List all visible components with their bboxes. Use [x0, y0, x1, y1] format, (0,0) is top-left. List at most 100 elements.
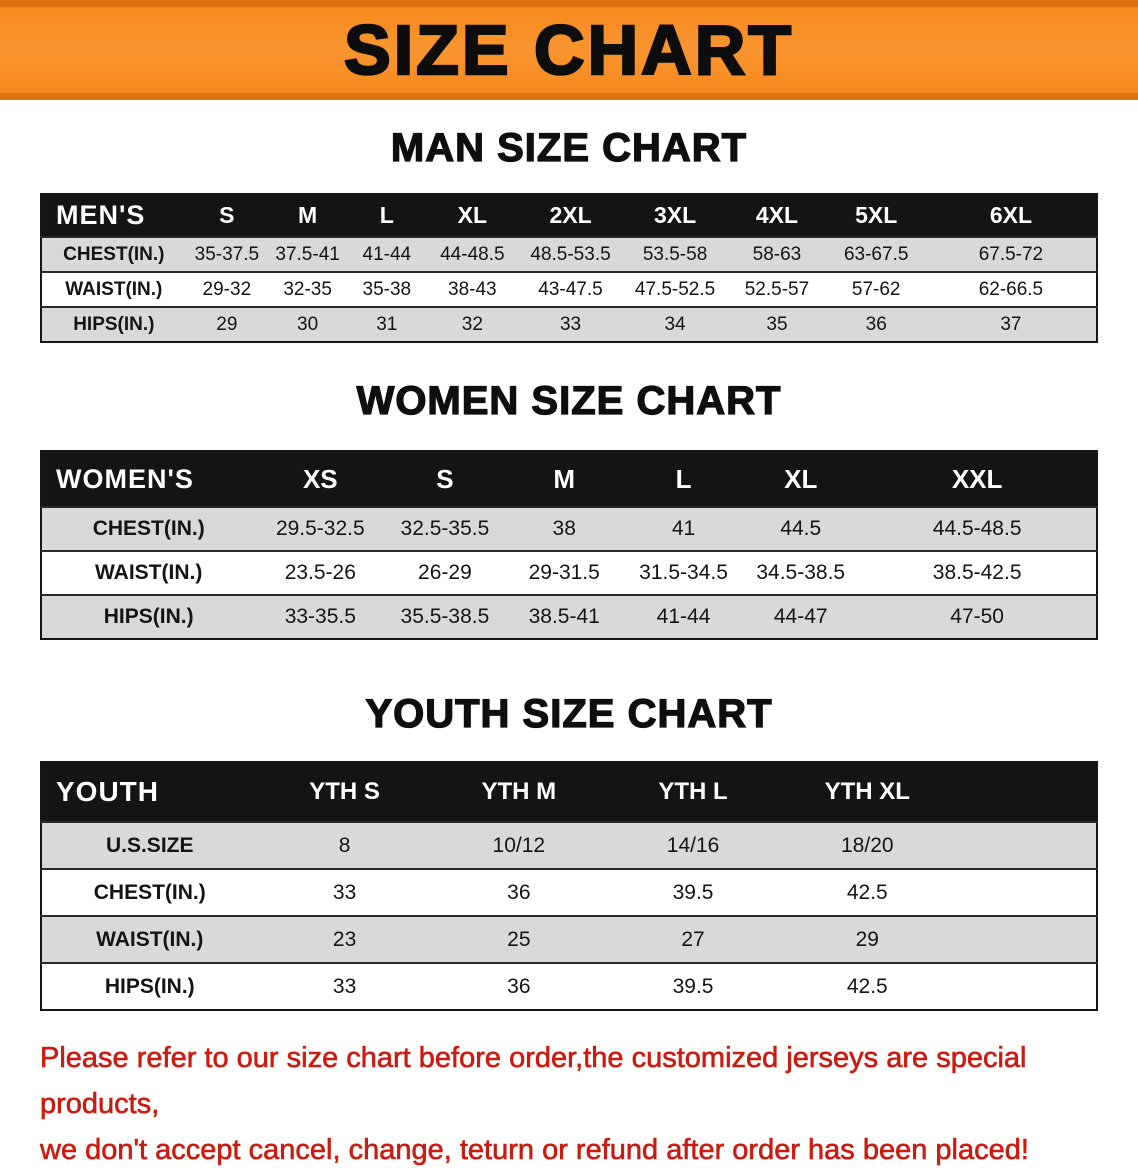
value-cell: 33 [518, 307, 623, 342]
value-cell: 47-50 [858, 595, 1097, 639]
table-title-cell: WOMEN'S [41, 451, 256, 507]
value-cell: 37.5-41 [268, 237, 348, 272]
value-cell: 38-43 [426, 272, 519, 307]
value-cell: 48.5-53.5 [518, 237, 623, 272]
value-cell: 67.5-72 [925, 237, 1097, 272]
value-cell: 18/20 [780, 822, 955, 869]
value-cell: 35 [727, 307, 827, 342]
women-section-heading: WOMEN SIZE CHART [356, 378, 782, 423]
size-header-cell: L [623, 451, 744, 507]
size-header-cell: M [504, 451, 624, 507]
table-title-cell: MEN'S [41, 194, 186, 237]
value-cell: 39.5 [605, 963, 781, 1010]
value-cell: 33 [257, 869, 432, 916]
value-cell: 57-62 [826, 272, 926, 307]
value-cell: 36 [431, 963, 606, 1010]
size-header-cell: XL [426, 194, 519, 237]
value-cell: 33-35.5 [255, 595, 386, 639]
table-row: CHEST(IN.) 29.5-32.5 32.5-35.5 38 41 44.5 44.5… [41, 507, 1097, 551]
value-cell: 29-31.5 [504, 551, 624, 595]
value-cell: 43-47.5 [518, 272, 623, 307]
value-cell: 35-37.5 [185, 237, 269, 272]
table-row: CHEST(IN.) 35-37.5 37.5-41 41-44 44-48.5 48.5… [41, 237, 1097, 272]
value-cell: 37 [925, 307, 1097, 342]
size-header-cell: L [347, 194, 427, 237]
value-cell: 27 [605, 916, 781, 963]
value-cell: 29.5-32.5 [255, 507, 386, 551]
table-header-row: WOMEN'S XS S M L XL XXL [41, 451, 1097, 507]
value-cell: 41-44 [623, 595, 744, 639]
value-cell: 44-48.5 [426, 237, 519, 272]
size-header-cell: S [185, 194, 269, 237]
value-cell: 35-38 [347, 272, 427, 307]
men-section-heading: MAN SIZE CHART [390, 125, 748, 170]
size-header-cell: 5XL [826, 194, 926, 237]
youth-section-heading: YOUTH SIZE CHART [365, 691, 773, 736]
size-header-cell: YTH L [605, 762, 781, 822]
size-header-cell: S [385, 451, 505, 507]
value-cell: 42.5 [780, 963, 955, 1010]
value-cell: 23 [257, 916, 432, 963]
filler-cell [954, 916, 1097, 963]
size-header-cell: YTH XL [780, 762, 955, 822]
value-cell: 29-32 [185, 272, 269, 307]
size-header-cell: XL [743, 451, 859, 507]
size-header-cell: 6XL [925, 194, 1097, 237]
table-header-row: YOUTH YTH S YTH M YTH L YTH XL [41, 762, 1097, 822]
value-cell: 30 [268, 307, 348, 342]
row-label-cell: HIPS(IN.) [41, 963, 258, 1010]
row-label-cell: WAIST(IN.) [41, 916, 258, 963]
value-cell: 8 [257, 822, 432, 869]
table-row: U.S.SIZE 8 10/12 14/16 18/20 [41, 822, 1097, 869]
youth-size-table: YOUTH YTH S YTH M YTH L YTH XL U.S.SIZE 8 10/12… [40, 761, 1098, 1011]
value-cell: 39.5 [605, 869, 781, 916]
value-cell: 36 [431, 869, 606, 916]
value-cell: 38.5-42.5 [858, 551, 1097, 595]
value-cell: 47.5-52.5 [622, 272, 728, 307]
value-cell: 10/12 [431, 822, 606, 869]
table-row: WAIST(IN.) 23.5-26 26-29 29-31.5 31.5-34.5 34… [41, 551, 1097, 595]
value-cell: 38 [504, 507, 624, 551]
women-size-table: WOMEN'S XS S M L XL XXL CHEST(IN.) 29.5-32.5 32.5… [40, 450, 1098, 640]
size-header-cell: 2XL [518, 194, 623, 237]
row-label-cell: WAIST(IN.) [41, 551, 256, 595]
value-cell: 32.5-35.5 [385, 507, 505, 551]
value-cell: 63-67.5 [826, 237, 926, 272]
value-cell: 58-63 [727, 237, 827, 272]
value-cell: 35.5-38.5 [385, 595, 505, 639]
size-header-cell: M [268, 194, 348, 237]
footer-warning: Please refer to our size chart before or… [40, 1035, 1138, 1173]
value-cell: 25 [431, 916, 606, 963]
value-cell: 32 [426, 307, 519, 342]
value-cell: 29 [780, 916, 955, 963]
table-header-row: MEN'S S M L XL 2XL 3XL 4XL 5XL 6XL [41, 194, 1097, 237]
size-header-cell: XXL [858, 451, 1097, 507]
value-cell: 29 [185, 307, 269, 342]
row-label-cell: WAIST(IN.) [41, 272, 186, 307]
value-cell: 33 [257, 963, 432, 1010]
table-title-cell: YOUTH [41, 762, 258, 822]
value-cell: 23.5-26 [255, 551, 386, 595]
size-header-cell: 3XL [622, 194, 728, 237]
footer-warning-line2: we don't accept cancel, change, teturn o… [40, 1134, 1030, 1167]
value-cell: 26-29 [385, 551, 505, 595]
value-cell: 44.5 [743, 507, 859, 551]
value-cell: 44-47 [743, 595, 859, 639]
filler-cell [954, 762, 1097, 822]
value-cell: 44.5-48.5 [858, 507, 1097, 551]
banner: SIZE CHART [0, 0, 1138, 100]
row-label-cell: CHEST(IN.) [41, 507, 256, 551]
men-size-table: MEN'S S M L XL 2XL 3XL 4XL 5XL 6XL CHEST(IN.) 35-37… [40, 193, 1098, 343]
footer-warning-line1: Please refer to our size chart before or… [40, 1042, 1027, 1121]
table-row: WAIST(IN.) 29-32 32-35 35-38 38-43 43-47.5 47.… [41, 272, 1097, 307]
table-row: HIPS(IN.) 29 30 31 32 33 34 35 36 37 [41, 307, 1097, 342]
size-header-cell: 4XL [727, 194, 827, 237]
filler-cell [954, 822, 1097, 869]
row-label-cell: HIPS(IN.) [41, 595, 256, 639]
row-label-cell: U.S.SIZE [41, 822, 258, 869]
filler-cell [954, 963, 1097, 1010]
table-row: WAIST(IN.) 23 25 27 29 [41, 916, 1097, 963]
size-header-cell: YTH M [431, 762, 606, 822]
table-row: HIPS(IN.) 33 36 39.5 42.5 [41, 963, 1097, 1010]
